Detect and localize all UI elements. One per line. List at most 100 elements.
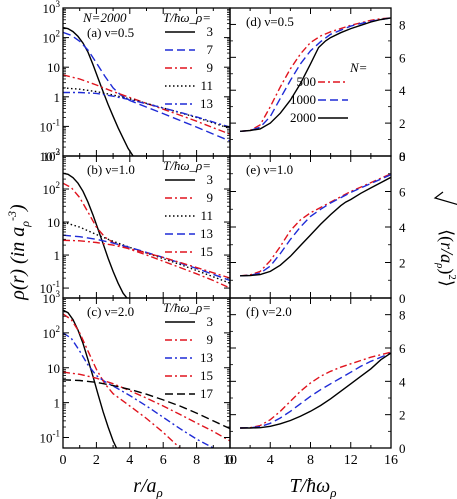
x-tick-label: 8 (193, 453, 200, 468)
y-tick-label: 10 (47, 361, 60, 376)
legend-label-9: 9 (207, 332, 214, 347)
y-tick-label: 0 (399, 291, 406, 306)
legend-label-11: 11 (200, 78, 213, 93)
legend-title: N= (349, 60, 367, 75)
legend-label-3: 3 (207, 314, 214, 329)
series-line-f-2000 (240, 352, 391, 429)
y-tick-label: 2 (399, 256, 406, 271)
y-tick-label: 10 (47, 60, 60, 75)
bottom-right-x-axis-label: T/ħωρ (289, 475, 336, 499)
series-line-e-1000 (240, 173, 391, 277)
legend-label-9: 9 (207, 60, 214, 75)
legend-label-13: 13 (200, 350, 213, 365)
legend-label-7: 7 (207, 42, 214, 57)
right-y-axis-label: ⟨(r/aρ)2⟩ (433, 191, 457, 322)
y-tick-label: 0 (399, 441, 406, 456)
x-tick-label: 0 (60, 453, 67, 468)
left-y-axis-label: ρ(r) (in aρ-3) (5, 204, 32, 301)
y-tick-label: 1 (54, 396, 61, 411)
y-tick-label: 2 (399, 116, 406, 131)
series-line-d-2000 (240, 17, 391, 132)
legend-title: T/ħω_ρ= (163, 300, 211, 315)
x-tick-label: 4 (267, 453, 274, 468)
series-line-b-9 (63, 182, 230, 289)
y-tick-label: 8 (399, 149, 406, 164)
series-line-a-7 (63, 31, 230, 142)
legend-label-15: 15 (200, 368, 213, 383)
panel-label: (a) ν=0.5 (87, 25, 134, 40)
panel-label: (d) ν=0.5 (246, 14, 294, 29)
y-tick-label: 8 (399, 17, 406, 32)
series-line-d-1000 (240, 17, 391, 132)
legend-label-17: 17 (200, 386, 214, 401)
y-tick-label: 2 (399, 408, 406, 423)
panel-frame (229, 155, 392, 299)
legend-label-3: 3 (207, 24, 214, 39)
x-tick-label: 0 (227, 453, 234, 468)
series-line-f-1000 (240, 352, 391, 429)
panel-label: (c) ν=2.0 (87, 304, 134, 319)
y-tick-label: 103 (43, 289, 61, 306)
panel-e: 0 2 4 6 8 (e) ν=1.0 (229, 149, 406, 306)
legend-label-500: 500 (297, 74, 317, 89)
y-tick-label: 102 (43, 324, 61, 341)
panel-frame (229, 297, 392, 449)
legend-label-13: 13 (200, 226, 213, 241)
legend-label-13: 13 (200, 96, 213, 111)
bottom-left-x-axis-label: r/aρ (133, 475, 163, 499)
y-tick-label: 103 (43, 147, 61, 164)
series-line-b-13 (63, 234, 230, 282)
y-tick-label: 103 (43, 0, 61, 16)
y-tick-label: 0 (399, 149, 406, 164)
panel-label: (b) ν=1.0 (87, 162, 135, 177)
svg-text:⟨(r/aρ)2⟩: ⟨(r/aρ)2⟩ (434, 229, 457, 287)
y-tick-label: 4 (399, 374, 406, 389)
legend-label-9: 9 (207, 190, 214, 205)
legend-label-3: 3 (207, 172, 214, 187)
y-tick-label: 102 (43, 29, 61, 46)
y-tick-label: 102 (43, 180, 61, 197)
y-tick-label: 10 (47, 215, 60, 230)
y-tick-label: 1 (54, 248, 61, 263)
y-tick-label: 6 (399, 50, 406, 65)
legend-label-11: 11 (200, 208, 213, 223)
x-tick-label: 16 (384, 453, 398, 468)
series-line-a-3 (63, 26, 135, 156)
panel-d: 0 2 4 6 8 (d) ν=0.5 N= 500 1000 2000 (229, 7, 406, 164)
y-tick-label: 1 (54, 90, 61, 105)
panel-c: 0 2 4 6 8 10 10-1 1 10 102 103 (c) ν=2.0 T/ħω_ρ=3 9 13… (40, 289, 238, 468)
series-line-e-2000 (240, 176, 391, 277)
x-tick-label: 4 (126, 453, 133, 468)
series-line-a-11 (63, 87, 230, 130)
series-line-d-500 (240, 17, 391, 132)
series-line-c-15 (63, 371, 230, 442)
series-line-b-3 (63, 172, 128, 298)
series-line-c-17 (63, 379, 230, 430)
y-tick-label: 8 (399, 308, 406, 323)
y-tick-label: 10-1 (40, 117, 61, 134)
legend-title: T/ħω_ρ= (163, 158, 211, 173)
legend-title: T/ħω_ρ= (163, 10, 211, 25)
panel-title: N=2000 (82, 10, 127, 25)
x-tick-label: 12 (344, 453, 358, 468)
x-tick-label: 8 (307, 453, 314, 468)
legend-label-1000: 1000 (290, 92, 316, 107)
legend-label-15: 15 (200, 244, 213, 259)
panel-label: (e) ν=1.0 (246, 162, 293, 177)
series-line-c-9 (63, 313, 181, 448)
series-line-c-3 (63, 309, 118, 448)
x-tick-label: 10 (223, 453, 237, 468)
y-tick-label: 4 (399, 220, 406, 235)
legend-label-2000: 2000 (290, 110, 316, 125)
y-tick-label: 10-1 (40, 429, 61, 446)
y-tick-label: 6 (399, 185, 406, 200)
y-tick-label: 4 (399, 83, 406, 98)
x-tick-label: 6 (160, 453, 167, 468)
series-line-c-13 (63, 332, 214, 448)
x-tick-label: 2 (93, 453, 100, 468)
